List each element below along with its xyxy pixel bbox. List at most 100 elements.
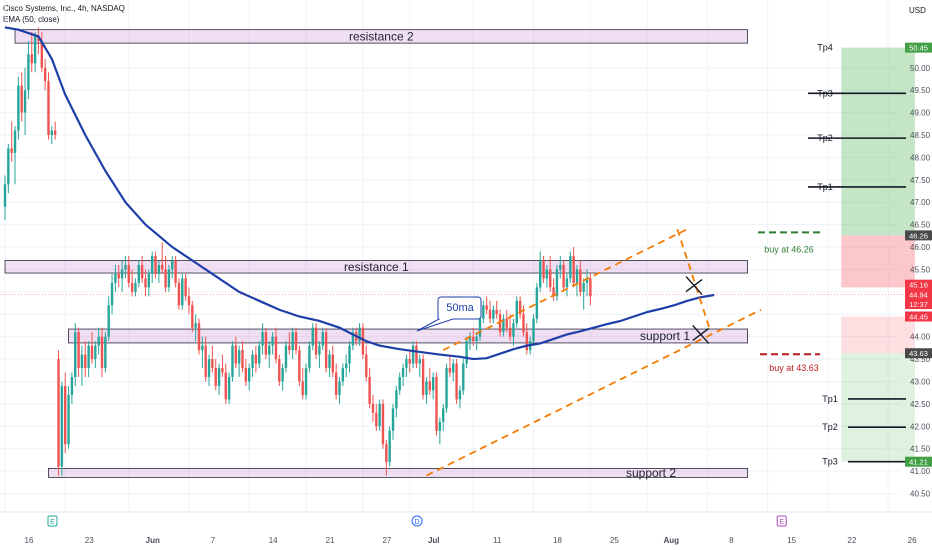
event-marker-label: D xyxy=(415,519,420,526)
candle-body xyxy=(482,305,485,319)
candle-body xyxy=(522,314,525,333)
candle-body xyxy=(87,345,90,369)
candle-body xyxy=(468,336,472,342)
candle-body xyxy=(455,363,458,400)
price-tag-label: 46.26 xyxy=(909,231,928,240)
axes: 50.00 49.50 49.00 48.50 48.00 47.50 47.00 46.50… xyxy=(0,42,932,545)
candle-body xyxy=(3,184,7,207)
cross-mark xyxy=(692,327,710,341)
candle-body xyxy=(284,345,288,369)
symbol-title: Cisco Systems, Inc., 4h, NASDAQ xyxy=(3,4,125,13)
candle-body xyxy=(84,354,87,369)
y-tick-label: 48.00 xyxy=(910,153,931,162)
candle-body xyxy=(157,264,161,274)
candle-body xyxy=(237,350,241,364)
drawings: 50ma xyxy=(416,228,762,477)
candle-body xyxy=(17,85,20,131)
y-tick-label: 42.00 xyxy=(910,422,931,431)
candle-body xyxy=(328,354,331,369)
price-tag-label: 12:37 xyxy=(909,300,928,309)
candle-body xyxy=(388,430,391,463)
chart-legend: Cisco Systems, Inc., 4h, NASDAQ EMA (50,… xyxy=(3,3,125,25)
candle-body xyxy=(144,278,147,288)
candle-body xyxy=(217,368,221,386)
candle-body xyxy=(311,327,314,346)
candle-body xyxy=(30,54,33,64)
candle-body xyxy=(378,403,381,427)
candle-body xyxy=(33,36,37,64)
candle-body xyxy=(167,269,171,288)
candle-body xyxy=(197,323,201,351)
y-tick-label: 42.50 xyxy=(910,400,931,409)
candle-body xyxy=(174,260,177,283)
stop-zone-up xyxy=(841,235,915,288)
candle-body xyxy=(184,278,187,297)
price-tag xyxy=(905,279,932,290)
candle-body xyxy=(301,381,304,395)
candle-body xyxy=(475,336,478,342)
candle-body xyxy=(154,256,157,274)
candle-body xyxy=(539,260,542,288)
candle-body xyxy=(43,67,47,82)
target-label: Tp4 xyxy=(817,43,833,53)
target-label: Tp3 xyxy=(817,88,833,98)
candle-body xyxy=(177,282,181,306)
candle-body xyxy=(288,345,291,351)
candle-body xyxy=(498,314,502,333)
x-tick-label: 21 xyxy=(326,536,335,545)
candle-body xyxy=(391,408,395,431)
candle-body xyxy=(385,444,388,463)
target-zone-down xyxy=(841,353,915,462)
channel-apex-line xyxy=(676,228,712,333)
candle-body xyxy=(67,394,70,445)
candle-body xyxy=(201,345,204,351)
y-tick-label: 46.50 xyxy=(910,221,931,230)
candle-body xyxy=(485,305,488,310)
candle-body xyxy=(415,345,418,364)
candle-body xyxy=(244,368,248,382)
candle-body xyxy=(194,323,197,328)
candle-body xyxy=(147,273,151,288)
candle-body xyxy=(204,345,207,377)
x-tick-label: 27 xyxy=(382,536,391,545)
y-tick-label: 49.00 xyxy=(910,109,931,118)
y-tick-label: 45.50 xyxy=(910,265,931,274)
candle-body xyxy=(117,273,120,279)
candle-body xyxy=(258,345,261,364)
candle-body xyxy=(478,318,482,337)
candle-body xyxy=(318,345,321,355)
ma-callout-label: 50ma xyxy=(446,302,474,314)
price-tag xyxy=(905,42,932,53)
candle-body xyxy=(462,363,465,391)
target-label: Tp2 xyxy=(817,133,833,143)
x-tick-label: 23 xyxy=(85,536,94,545)
candle-body xyxy=(211,359,214,369)
price-tag xyxy=(905,311,932,322)
y-tick-label: 44.00 xyxy=(910,333,931,342)
candle-body xyxy=(181,278,184,306)
candle-body xyxy=(227,377,231,400)
candle-body xyxy=(271,336,274,346)
candle-body xyxy=(64,385,67,445)
candle-body xyxy=(428,381,432,391)
x-tick-label: 16 xyxy=(25,536,34,545)
candle-body xyxy=(60,385,64,467)
stop-zone-down xyxy=(841,316,915,354)
candle-body xyxy=(70,377,74,395)
candle-body xyxy=(344,363,348,369)
candle-body xyxy=(261,332,264,346)
candle-body xyxy=(120,269,124,279)
candle-body xyxy=(114,273,117,283)
candle-body xyxy=(104,336,107,369)
candle-body xyxy=(107,305,110,337)
candle-body xyxy=(508,327,512,337)
candle-body xyxy=(334,372,338,395)
candle-body xyxy=(20,85,23,113)
candle-body xyxy=(304,368,308,395)
price-tag xyxy=(905,230,932,241)
candle-body xyxy=(375,412,378,427)
channel-lower-line xyxy=(426,308,762,477)
candle-body xyxy=(542,260,545,279)
candle-body xyxy=(565,278,569,288)
